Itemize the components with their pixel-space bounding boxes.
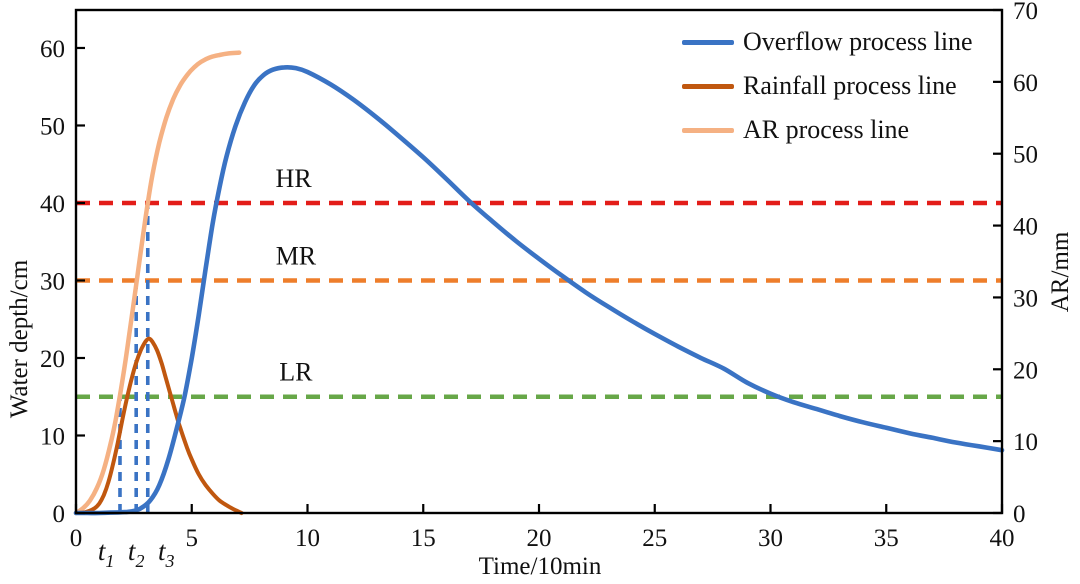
- y-left-tick-label-40: 40: [40, 191, 65, 218]
- x-axis-title: Time/10min: [478, 553, 602, 580]
- threshold-lines-group: [76, 200, 1002, 399]
- legend-swatch-rainfall-line: [682, 83, 734, 89]
- y-right-tick-label-50: 50: [1013, 142, 1038, 169]
- legend-swatch-overflow-line: [682, 39, 734, 45]
- series-line-ar-process-line: [73, 50, 242, 516]
- x-tick-label-30: 30: [758, 525, 783, 552]
- legend: Overflow process line Rainfall process l…: [682, 20, 973, 152]
- y-right-tick-label-70: 70: [1013, 0, 1038, 25]
- series-line-rainfall-process-line: [74, 336, 244, 515]
- legend-item-rainfall: Rainfall process line: [682, 64, 973, 108]
- y-right-tick-label-60: 60: [1013, 70, 1038, 97]
- event-marker-label-t2: t2: [128, 536, 145, 571]
- event-marker-label-t1: t1: [98, 536, 115, 571]
- y-right-tick-label-20: 20: [1013, 357, 1038, 384]
- y-right-tick-label-10: 10: [1013, 429, 1038, 456]
- series-curves-group: [73, 50, 1005, 516]
- y-right-tick-label-0: 0: [1013, 501, 1026, 528]
- x-tick-label-0: 0: [70, 525, 83, 552]
- legend-label-rainfall: Rainfall process line: [743, 71, 957, 100]
- legend-label-overflow: Overflow process line: [743, 27, 973, 56]
- y-left-tick-label-30: 30: [40, 268, 65, 295]
- x-tick-label-35: 35: [874, 525, 899, 552]
- x-tick-label-25: 25: [642, 525, 667, 552]
- event-marker-lines-group: [118, 202, 150, 513]
- legend-item-ar: AR process line: [682, 108, 973, 152]
- y-left-tick-label-0: 0: [53, 501, 66, 528]
- series-line-overflow-process-line: [73, 64, 1005, 516]
- x-tick-label-5: 5: [186, 525, 199, 552]
- threshold-label-mr: MR: [276, 241, 317, 270]
- legend-label-ar: AR process line: [743, 115, 910, 144]
- axis-ticks-group: [74, 8, 1004, 515]
- legend-item-overflow: Overflow process line: [682, 20, 973, 64]
- y-left-tick-label-60: 60: [40, 36, 65, 63]
- y-left-tick-label-50: 50: [40, 113, 65, 140]
- x-tick-label-40: 40: [990, 525, 1015, 552]
- annotations-group: HR MR LR t1 t2 t3: [98, 164, 317, 571]
- axis-tick-labels-group: 0 5 10 15 20 25 30 35 40010203040506001020304050…: [40, 0, 1038, 552]
- x-tick-label-15: 15: [411, 525, 436, 552]
- y-left-tick-label-20: 20: [40, 346, 65, 373]
- event-marker-label-t3: t3: [158, 536, 175, 571]
- x-tick-label-20: 20: [527, 525, 552, 552]
- y-left-tick-label-10: 10: [40, 423, 65, 450]
- threshold-label-lr: LR: [279, 358, 313, 387]
- y-right-tick-label-40: 40: [1013, 214, 1038, 241]
- y-axis-title-right: AR/mm: [1047, 231, 1074, 313]
- y-axis-title-left: Water depth/cm: [6, 259, 33, 419]
- x-tick-label-10: 10: [295, 525, 320, 552]
- y-right-tick-label-30: 30: [1013, 285, 1038, 312]
- threshold-label-hr: HR: [276, 164, 313, 193]
- legend-swatch-ar-line: [682, 127, 734, 133]
